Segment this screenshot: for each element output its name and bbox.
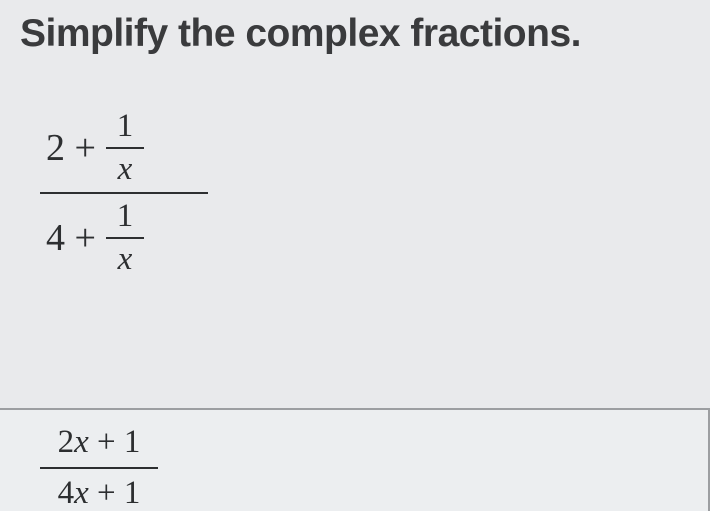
- question-heading: Simplify the complex fractions.: [20, 12, 710, 56]
- answer-rule: [40, 467, 158, 469]
- cf-den-sf-bot: x: [118, 243, 133, 276]
- cf-num-sf-rule: [106, 147, 144, 149]
- cf-den-smallfrac: 1 x: [106, 200, 144, 276]
- answer-box: 2x + 1 4x + 1: [0, 408, 710, 511]
- problem-expression: 2 + 1 x 4 + 1 x: [40, 104, 710, 282]
- cf-den-sf-top: 1: [117, 200, 134, 233]
- cf-den-lead: 4 +: [46, 219, 96, 257]
- cf-num-sf-top: 1: [117, 110, 134, 143]
- cf-numerator: 2 + 1 x: [40, 104, 208, 192]
- page-root: Simplify the complex fractions. 2 + 1 x …: [0, 0, 710, 511]
- cf-num-sf-bot: x: [118, 153, 133, 186]
- cf-num-lead: 2 +: [46, 129, 96, 167]
- answer-fraction: 2x + 1 4x + 1: [40, 424, 158, 511]
- answer-inner: 2x + 1 4x + 1: [0, 410, 708, 511]
- cf-num-smallfrac: 1 x: [106, 110, 144, 186]
- answer-numerator: 2x + 1: [58, 424, 141, 461]
- cf-den-sf-rule: [106, 237, 144, 239]
- cf-denominator: 4 + 1 x: [40, 194, 208, 282]
- answer-denominator: 4x + 1: [58, 475, 141, 511]
- complex-fraction: 2 + 1 x 4 + 1 x: [40, 104, 208, 282]
